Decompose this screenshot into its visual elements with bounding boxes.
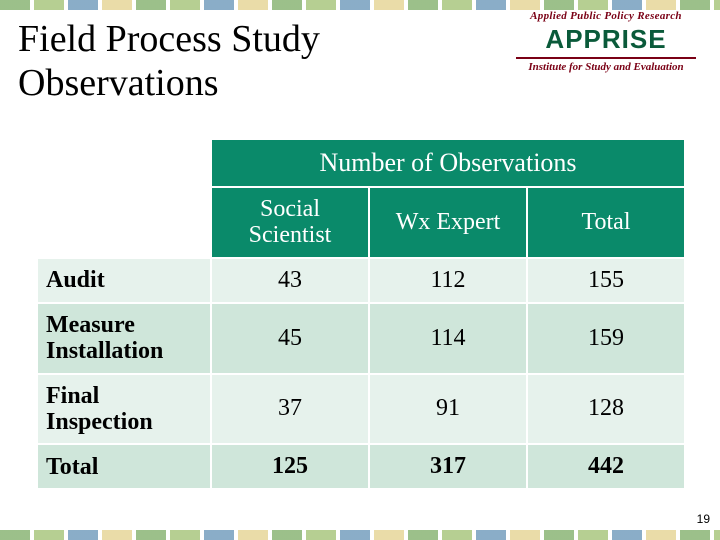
table-row: Measure Installation 45 114 159 (37, 303, 685, 374)
logo-subtitle: Institute for Study and Evaluation (506, 61, 706, 73)
cell: 159 (527, 303, 685, 374)
cell-total: 442 (527, 444, 685, 489)
table-header-blank (37, 139, 211, 187)
logo-rule (516, 57, 696, 59)
table-header-row-cols: Social Scientist Wx Expert Total (37, 187, 685, 258)
logo-arc-text: Applied Public Policy Research (506, 10, 706, 22)
cell: 91 (369, 374, 527, 445)
cell: 128 (527, 374, 685, 445)
cell: 155 (527, 258, 685, 303)
cell-total: 317 (369, 444, 527, 489)
logo-brand: APPRISE (506, 24, 706, 55)
page-number: 19 (697, 512, 710, 526)
cell: 43 (211, 258, 369, 303)
col-header-social-scientist: Social Scientist (211, 187, 369, 258)
observations-table-wrap: Number of Observations Social Scientist … (36, 138, 684, 490)
col-header-wx-expert: Wx Expert (369, 187, 527, 258)
decorative-border-bottom (0, 530, 720, 540)
row-label-audit: Audit (37, 258, 211, 303)
cell: 45 (211, 303, 369, 374)
cell-total: 125 (211, 444, 369, 489)
table-header-row-top: Number of Observations (37, 139, 685, 187)
table-row: Audit 43 112 155 (37, 258, 685, 303)
table-header-blank-2 (37, 187, 211, 258)
table-row: Final Inspection 37 91 128 (37, 374, 685, 445)
observations-table: Number of Observations Social Scientist … (36, 138, 686, 490)
cell: 37 (211, 374, 369, 445)
row-label-total: Total (37, 444, 211, 489)
table-header-top: Number of Observations (211, 139, 685, 187)
col-header-total: Total (527, 187, 685, 258)
decorative-border-top (0, 0, 720, 10)
cell: 112 (369, 258, 527, 303)
row-label-measure-installation: Measure Installation (37, 303, 211, 374)
slide-title: Field Process Study Observations (18, 18, 320, 105)
title-line-1: Field Process Study (18, 18, 320, 60)
apprise-logo: Applied Public Policy Research APPRISE I… (506, 10, 706, 73)
title-line-2: Observations (18, 62, 219, 104)
row-label-final-inspection: Final Inspection (37, 374, 211, 445)
cell: 114 (369, 303, 527, 374)
table-row-total: Total 125 317 442 (37, 444, 685, 489)
